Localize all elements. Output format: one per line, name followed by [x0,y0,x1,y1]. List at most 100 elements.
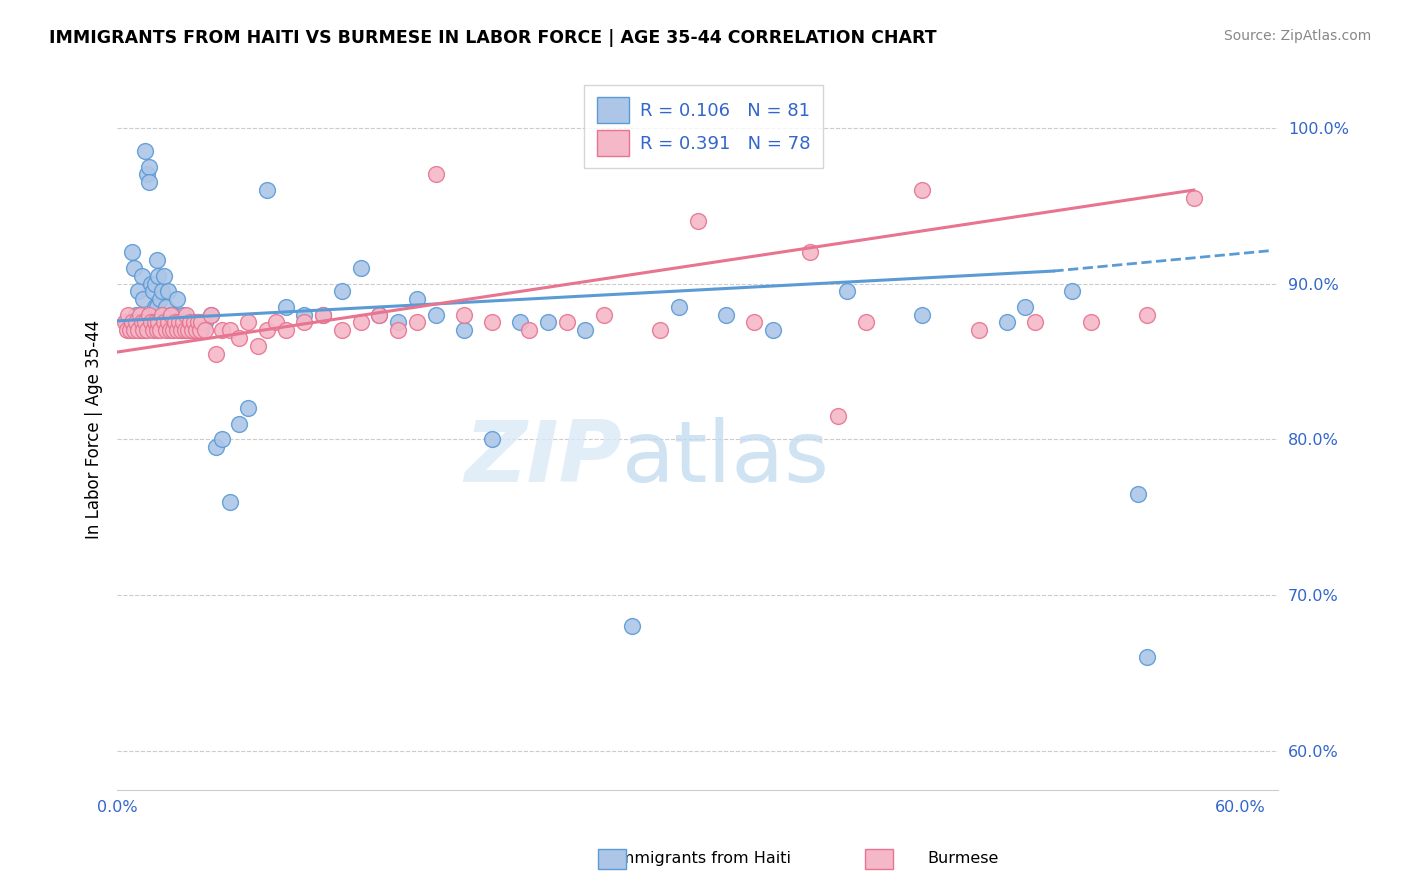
Point [1126,487,1149,501]
Point [114,316,136,330]
Text: Burmese: Burmese [928,851,998,865]
Point [117,308,139,322]
Point [238,401,260,416]
Point [138,308,160,322]
Point [131,316,153,330]
Point [187,316,209,330]
Y-axis label: In Labor Force | Age 35-44: In Labor Force | Age 35-44 [86,319,103,539]
Point [160,308,183,322]
Point [181,323,204,337]
Point [145,300,167,314]
Point [1062,285,1084,299]
Point [211,432,233,446]
Point [1080,316,1102,330]
Point [205,440,228,454]
Point [139,277,162,291]
Point [134,323,156,337]
Point [205,346,228,360]
Point [621,619,644,633]
Point [827,409,849,423]
Point [238,316,260,330]
Point [194,316,217,330]
Point [184,323,207,337]
Point [150,285,173,299]
Point [120,323,142,337]
Point [274,323,297,337]
Point [143,300,166,314]
Point [127,323,149,337]
Point [162,323,184,337]
Point [179,323,201,337]
Point [517,323,540,337]
Point [142,316,165,330]
Point [1136,650,1159,665]
Point [194,323,217,337]
Point [349,316,371,330]
Point [173,323,195,337]
Point [1014,300,1036,314]
Text: atlas: atlas [623,417,830,500]
Point [855,316,877,330]
Point [165,316,187,330]
Point [837,285,859,299]
Point [593,308,616,322]
Point [156,316,179,330]
Point [714,308,737,322]
Point [122,260,145,275]
Point [139,316,162,330]
Point [179,316,201,330]
Point [150,308,173,322]
Point [139,308,162,322]
Point [911,308,934,322]
Point [153,268,176,283]
Point [228,417,250,431]
Point [122,323,145,337]
Point [555,316,578,330]
Point [128,323,150,337]
Point [187,316,209,330]
Text: IMMIGRANTS FROM HAITI VS BURMESE IN LABOR FORCE | AGE 35-44 CORRELATION CHART: IMMIGRANTS FROM HAITI VS BURMESE IN LABO… [49,29,936,46]
Point [387,323,409,337]
Point [911,183,934,197]
Point [405,316,427,330]
Point [167,316,190,330]
Point [170,323,193,337]
Text: ZIP: ZIP [464,417,623,500]
Point [218,494,240,508]
Point [453,308,475,322]
Point [200,308,222,322]
Point [121,245,143,260]
Point [330,323,353,337]
Point [176,323,198,337]
Point [138,175,160,189]
Point [256,323,278,337]
Point [128,308,150,322]
Point [481,316,503,330]
Point [650,323,672,337]
Point [115,316,138,330]
Point [509,316,531,330]
Point [995,316,1018,330]
Point [115,323,138,337]
Point [125,308,148,322]
Point [156,285,179,299]
Point [294,308,316,322]
Point [1024,316,1046,330]
Point [131,268,153,283]
Point [136,168,159,182]
Point [176,308,198,322]
Text: Immigrants from Haiti: Immigrants from Haiti [614,851,792,865]
Point [453,323,475,337]
Point [136,323,159,337]
Point [218,323,240,337]
Point [200,308,222,322]
Point [145,253,167,268]
Point [145,323,167,337]
Point [211,323,233,337]
Point [132,292,155,306]
Point [142,323,165,337]
Point [148,268,170,283]
Point [172,308,194,322]
Point [574,323,596,337]
Point [425,308,447,322]
